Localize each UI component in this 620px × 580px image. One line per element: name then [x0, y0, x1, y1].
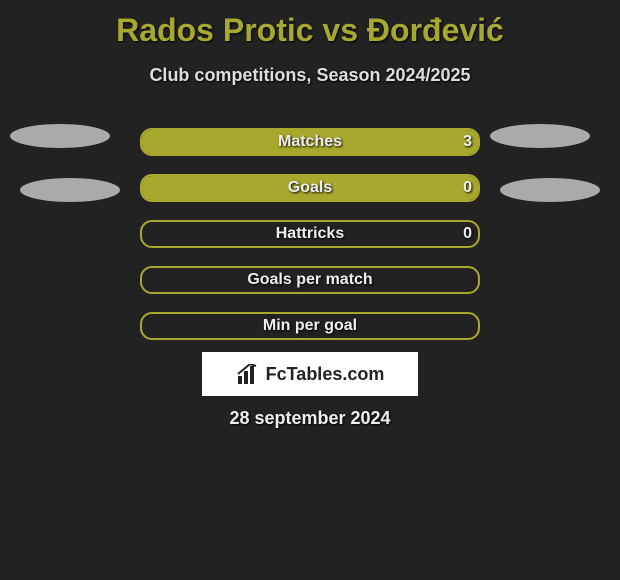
stat-bar: Min per goal — [140, 312, 480, 340]
stat-label: Min per goal — [142, 314, 478, 338]
page-subtitle: Club competitions, Season 2024/2025 — [0, 65, 620, 86]
player-ellipse — [500, 178, 600, 202]
stat-row: Hattricks0 — [0, 220, 620, 248]
player-ellipse — [490, 124, 590, 148]
stat-bar: Matches — [140, 128, 480, 156]
stat-label: Goals per match — [142, 268, 478, 292]
stat-bar: Goals per match — [140, 266, 480, 294]
page-title: Rados Protic vs Đorđević — [0, 0, 620, 49]
stat-right-value: 3 — [463, 128, 472, 156]
stat-row: Min per goal — [0, 312, 620, 340]
stat-label: Matches — [142, 130, 478, 154]
player-ellipse — [10, 124, 110, 148]
stat-right-value: 0 — [463, 220, 472, 248]
stat-row: Goals per match — [0, 266, 620, 294]
stat-bar: Goals — [140, 174, 480, 202]
stats-rows: Matches3Goals0Hattricks0Goals per matchM… — [0, 128, 620, 340]
stat-bar: Hattricks — [140, 220, 480, 248]
chart-icon — [236, 364, 260, 384]
logo-box: FcTables.com — [202, 352, 418, 396]
date-text: 28 september 2024 — [0, 408, 620, 429]
stat-right-value: 0 — [463, 174, 472, 202]
logo-text: FcTables.com — [266, 364, 385, 385]
stat-label: Hattricks — [142, 222, 478, 246]
stat-label: Goals — [142, 176, 478, 200]
player-ellipse — [20, 178, 120, 202]
